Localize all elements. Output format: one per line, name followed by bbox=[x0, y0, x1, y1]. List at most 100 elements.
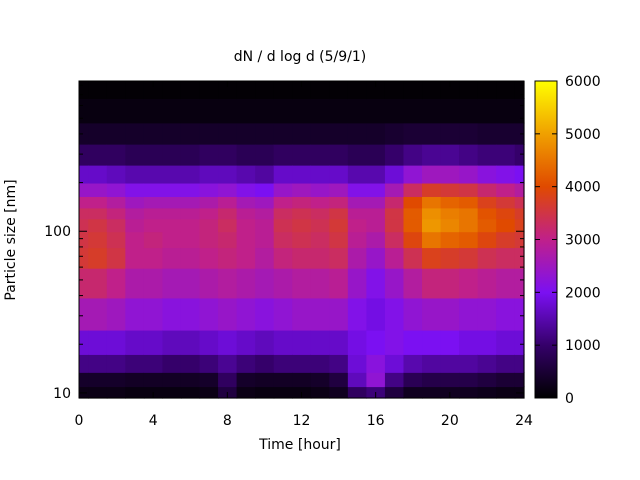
heatmap-cell bbox=[199, 354, 219, 373]
heatmap-cell bbox=[273, 372, 293, 388]
heatmap-cell bbox=[514, 330, 525, 355]
heatmap-cell bbox=[514, 81, 525, 100]
heatmap-cell bbox=[180, 165, 201, 184]
heatmap-cell bbox=[422, 231, 442, 249]
heatmap-cell bbox=[143, 218, 164, 233]
heatmap-cell bbox=[496, 81, 516, 100]
heatmap-cell bbox=[403, 196, 423, 209]
heatmap-cell bbox=[236, 218, 256, 233]
heatmap-cell bbox=[496, 386, 516, 399]
heatmap-cell bbox=[143, 182, 164, 197]
heatmap-cell bbox=[347, 386, 367, 399]
heatmap-cell bbox=[79, 182, 89, 197]
heatmap-cell bbox=[347, 122, 367, 145]
heatmap-cell bbox=[347, 196, 367, 209]
heatmap-cell bbox=[347, 98, 367, 124]
heatmap-cell bbox=[422, 196, 442, 209]
heatmap-cell bbox=[440, 218, 460, 233]
heatmap-cell bbox=[440, 165, 460, 184]
heatmap-cell bbox=[125, 372, 145, 388]
heatmap-cell bbox=[180, 218, 201, 233]
y-axis-label: Particle size [nm] bbox=[3, 179, 19, 300]
heatmap-cell bbox=[403, 372, 423, 388]
heatmap-cell bbox=[236, 386, 256, 399]
heatmap-cell bbox=[496, 372, 516, 388]
heatmap-cell bbox=[79, 165, 89, 184]
heatmap-cell bbox=[347, 165, 367, 184]
heatmap-cell bbox=[440, 144, 460, 166]
heatmap-cell bbox=[162, 196, 182, 209]
heatmap-cell bbox=[79, 297, 89, 331]
heatmap-cell bbox=[218, 297, 238, 331]
heatmap-cell bbox=[459, 268, 479, 299]
heatmap-cell bbox=[273, 386, 293, 399]
heatmap-cell bbox=[292, 165, 312, 184]
heatmap-cell bbox=[292, 144, 312, 166]
heatmap-cell bbox=[329, 372, 349, 388]
x-tick-label: 24 bbox=[515, 413, 533, 429]
heatmap-cell bbox=[255, 144, 275, 166]
heatmap-cell bbox=[180, 247, 201, 269]
heatmap-cell bbox=[422, 207, 442, 220]
heatmap-cell bbox=[310, 354, 330, 373]
heatmap-cell bbox=[199, 122, 219, 145]
heatmap-cell bbox=[329, 196, 349, 209]
heatmap-cell bbox=[422, 297, 442, 331]
heatmap-cell bbox=[366, 297, 386, 331]
heatmap-cell bbox=[292, 330, 312, 355]
heatmap-cell bbox=[329, 98, 349, 124]
heatmap-cell bbox=[88, 268, 108, 299]
heatmap-cell bbox=[255, 372, 275, 388]
heatmap-cell bbox=[347, 372, 367, 388]
heatmap-cell bbox=[422, 354, 442, 373]
heatmap-cell bbox=[384, 354, 405, 373]
heatmap-cell bbox=[329, 182, 349, 197]
heatmap-cell bbox=[236, 81, 256, 100]
heatmap-cell bbox=[125, 196, 145, 209]
heatmap-cell bbox=[459, 122, 479, 145]
colorbar-tick-label: 6000 bbox=[565, 74, 601, 90]
heatmap-cell bbox=[384, 218, 405, 233]
heatmap-cell bbox=[403, 81, 423, 100]
heatmap-cell bbox=[459, 196, 479, 209]
heatmap-cell bbox=[143, 165, 164, 184]
heatmap-cell bbox=[143, 372, 164, 388]
heatmap-cell bbox=[106, 247, 126, 269]
heatmap-cell bbox=[384, 165, 405, 184]
heatmap-cell bbox=[218, 182, 238, 197]
heatmap-cell bbox=[310, 268, 330, 299]
heatmap-cell bbox=[255, 196, 275, 209]
heatmap-cell bbox=[329, 207, 349, 220]
heatmap-cell bbox=[199, 98, 219, 124]
heatmap-cell bbox=[273, 165, 293, 184]
heatmap-cell bbox=[218, 144, 238, 166]
x-tick-label: 12 bbox=[293, 413, 311, 429]
heatmap-cell bbox=[236, 165, 256, 184]
heatmap-cell bbox=[422, 165, 442, 184]
heatmap-cell bbox=[143, 330, 164, 355]
heatmap-cell bbox=[459, 182, 479, 197]
heatmap-cell bbox=[255, 182, 275, 197]
heatmap-cell bbox=[514, 165, 525, 184]
x-axis-label: Time [hour] bbox=[258, 437, 341, 453]
heatmap-cell bbox=[199, 330, 219, 355]
heatmap-cell bbox=[403, 182, 423, 197]
heatmap-cell bbox=[496, 122, 516, 145]
heatmap-cell bbox=[477, 386, 497, 399]
heatmap-cell bbox=[310, 98, 330, 124]
heatmap-cell bbox=[329, 122, 349, 145]
heatmap-cell bbox=[422, 247, 442, 269]
heatmap-cell bbox=[273, 330, 293, 355]
heatmap-cell bbox=[440, 207, 460, 220]
heatmap-cell bbox=[496, 354, 516, 373]
heatmap-cell bbox=[88, 330, 108, 355]
heatmap-cell bbox=[125, 182, 145, 197]
heatmap-cell bbox=[347, 182, 367, 197]
heatmap-cell bbox=[273, 207, 293, 220]
heatmap-cell bbox=[162, 330, 182, 355]
heatmap-cell bbox=[310, 207, 330, 220]
heatmap-cell bbox=[384, 207, 405, 220]
heatmap-cell bbox=[422, 144, 442, 166]
heatmap-cell bbox=[403, 98, 423, 124]
heatmap-cell bbox=[366, 372, 386, 388]
